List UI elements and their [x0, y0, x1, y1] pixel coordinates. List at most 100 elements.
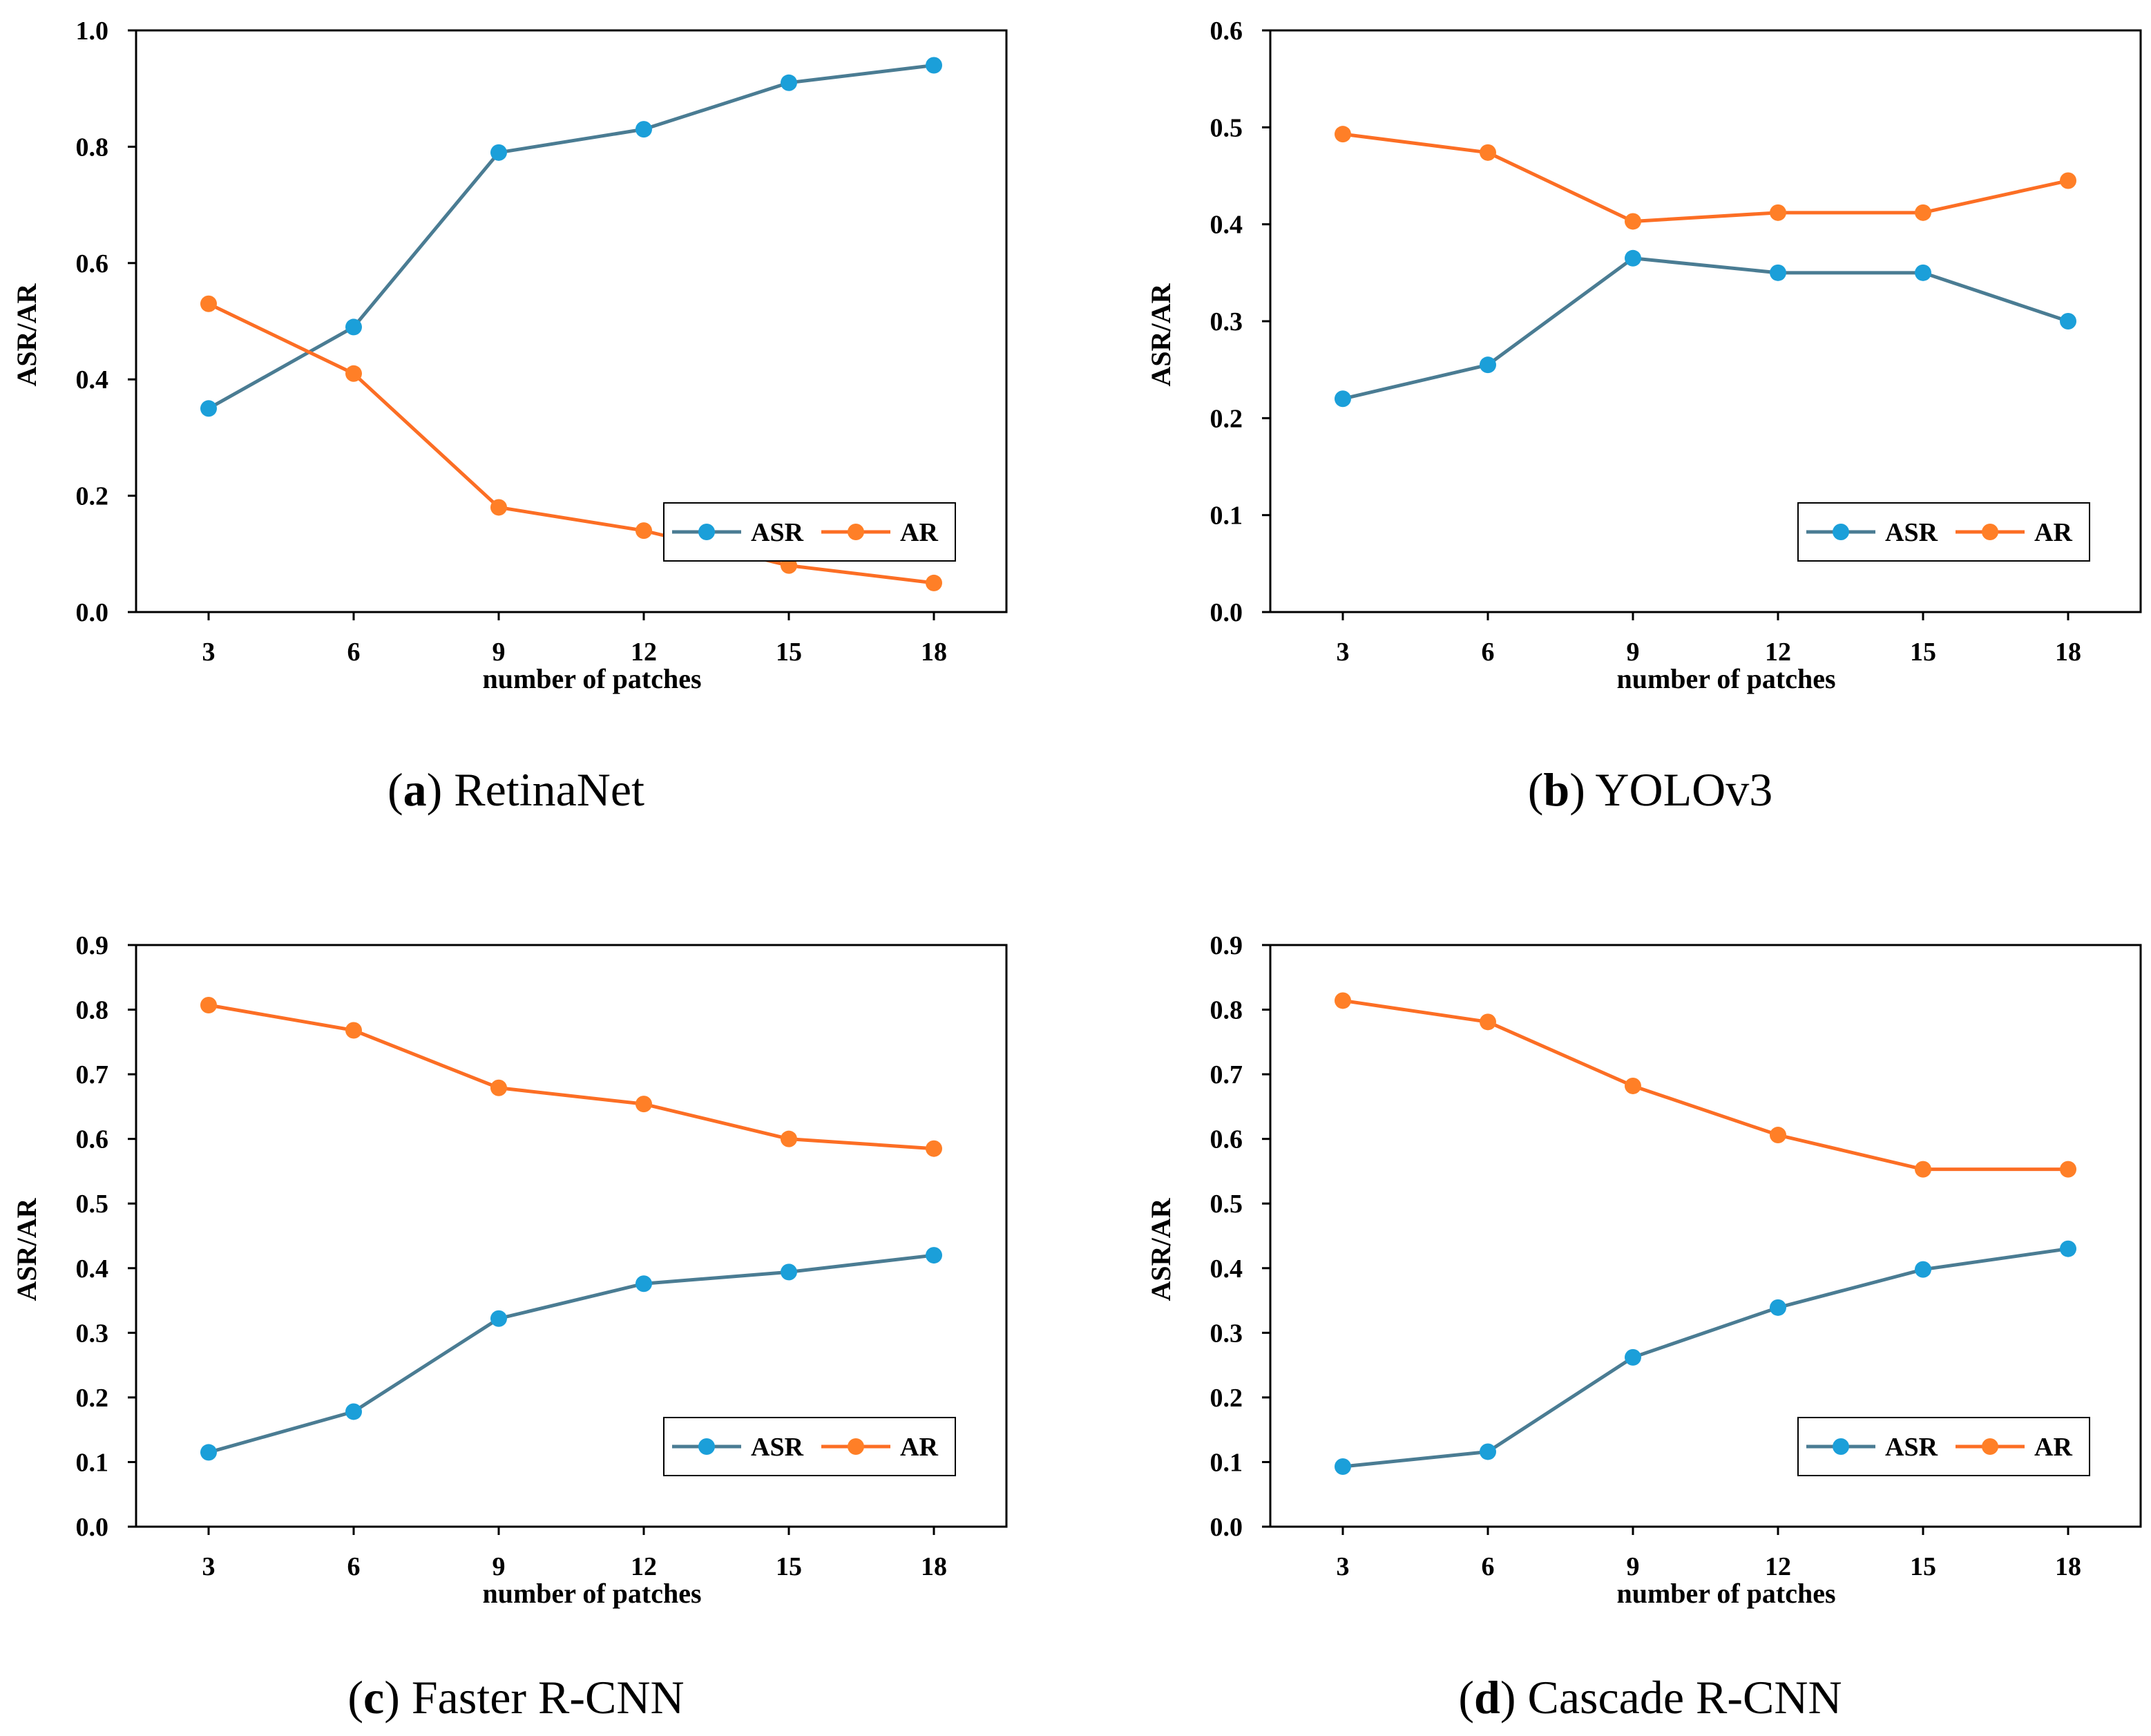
series-line-ar [207, 302, 935, 585]
x-tick-label: 12 [631, 638, 657, 667]
x-tick-label: 9 [493, 1552, 506, 1581]
data-point-ar [926, 574, 942, 591]
data-point-asr [490, 144, 507, 161]
legend-marker-asr [698, 1438, 715, 1455]
y-tick-label: 0.2 [76, 1384, 109, 1413]
x-tick-label: 12 [1765, 1552, 1791, 1581]
y-tick-label: 0.3 [1210, 307, 1243, 336]
y-tick-label: 0.0 [76, 598, 109, 627]
legend: ASR AR [663, 502, 956, 562]
data-point-asr [1625, 1348, 1641, 1366]
y-tick-label: 0.0 [76, 1513, 109, 1542]
data-point-asr [635, 1275, 652, 1293]
x-tick-label: 9 [493, 638, 506, 667]
legend-label-ar: AR [2034, 518, 2072, 547]
data-point-asr [1915, 264, 1931, 281]
y-tick-label: 0.5 [1210, 1190, 1243, 1219]
data-point-ar [1480, 144, 1496, 161]
x-tick-label: 15 [776, 638, 802, 667]
x-tick-label: 12 [631, 1552, 657, 1581]
y-tick-label: 0.8 [76, 996, 109, 1025]
x-tick-label: 3 [202, 1552, 216, 1581]
x-tick-label: 6 [1482, 638, 1495, 667]
x-tick-label: 15 [776, 1552, 802, 1581]
x-axis-title: number of patches [1616, 663, 1835, 694]
y-tick-label: 0.6 [76, 1125, 109, 1154]
chart-1: 0.0 0.2 0.4 0.6 0.8 1.0 3 6 9 12 15 18 number of pat… [11, 17, 1008, 816]
data-point-ar [200, 295, 217, 312]
data-point-ar [1915, 204, 1931, 221]
data-point-asr [2060, 1240, 2076, 1257]
x-tick-label: 12 [1765, 638, 1791, 667]
x-tick-label: 15 [1910, 1552, 1936, 1581]
legend-label-ar: AR [2034, 1433, 2072, 1462]
y-tick-label: 0.8 [1210, 996, 1243, 1025]
legend: ASR AR [1797, 1417, 2090, 1476]
legend-marker-asr [698, 524, 715, 540]
legend-label-asr: ASR [1885, 1433, 1938, 1462]
chart-4: 0.0 0.1 0.2 0.3 0.4 0.5 0.6 0.7 0.8 0.9 3 6 9 12 15 18 n… [1145, 931, 2142, 1724]
data-point-asr [1770, 1299, 1786, 1316]
y-tick-label: 0.0 [1210, 1513, 1243, 1542]
x-axis-title: number of patches [482, 1578, 701, 1609]
x-tick-label: 3 [202, 638, 216, 667]
y-tick-label: 0.2 [1210, 404, 1243, 433]
y-tick-label: 0.4 [76, 365, 109, 394]
chart-3: 0.0 0.1 0.2 0.3 0.4 0.5 0.6 0.7 0.8 0.9 3 6 9 12 15 18 n… [11, 931, 1008, 1724]
data-point-asr [635, 121, 652, 138]
data-point-asr [1335, 1458, 1351, 1475]
data-point-ar [781, 1130, 797, 1147]
y-tick-label: 0.3 [1210, 1319, 1243, 1348]
data-point-asr [200, 400, 217, 417]
y-tick-label: 0.6 [1210, 17, 1243, 46]
x-tick-label: 3 [1337, 1552, 1350, 1581]
legend-marker-asr [1833, 1438, 1849, 1455]
data-point-ar [490, 1079, 507, 1096]
subfigure-caption: (c) Faster R-CNN [347, 1671, 684, 1724]
legend-marker-ar [1982, 1438, 1998, 1455]
data-point-ar [635, 522, 652, 540]
legend-marker-asr [1833, 524, 1849, 540]
x-tick-label: 18 [2055, 1552, 2081, 1581]
legend-label-ar: AR [900, 518, 938, 547]
y-axis-title: ASR/AR [11, 283, 42, 386]
series-line-asr [1342, 1247, 2069, 1469]
legend-label-asr: ASR [751, 518, 804, 547]
legend-marker-ar [1982, 524, 1998, 540]
subfigure-caption: (a) RetinaNet [388, 763, 644, 816]
data-point-ar [926, 1140, 942, 1157]
data-point-asr [345, 1403, 362, 1420]
data-point-ar [345, 365, 362, 382]
y-tick-label: 1.0 [76, 17, 109, 46]
data-point-ar [1335, 992, 1351, 1009]
data-point-asr [781, 1263, 797, 1281]
data-point-asr [200, 1444, 217, 1461]
y-tick-label: 0.3 [76, 1319, 109, 1348]
data-point-ar [200, 997, 217, 1014]
data-point-ar [1625, 213, 1641, 230]
x-axis-title: number of patches [1616, 1578, 1835, 1609]
y-axis-title: ASR/AR [1145, 1197, 1176, 1301]
y-tick-label: 0.9 [76, 931, 109, 960]
data-point-ar [2060, 1161, 2076, 1178]
y-tick-label: 0.7 [76, 1060, 109, 1089]
data-point-ar [1335, 126, 1351, 143]
data-point-asr [490, 1310, 507, 1327]
legend-marker-ar [848, 1438, 864, 1455]
plot-frame [135, 29, 1008, 613]
data-point-asr [781, 74, 797, 91]
y-tick-label: 0.7 [1210, 1060, 1243, 1089]
data-point-ar [1770, 204, 1786, 221]
legend: ASR AR [1797, 502, 2090, 562]
plot-frame [1269, 944, 2142, 1528]
data-point-ar [635, 1096, 652, 1113]
data-point-asr [1625, 249, 1641, 267]
x-tick-label: 3 [1337, 638, 1350, 667]
y-tick-label: 0.1 [1210, 502, 1243, 531]
y-tick-label: 0.2 [1210, 1384, 1243, 1413]
y-tick-label: 0.4 [1210, 1255, 1243, 1284]
series-line-ar [1342, 998, 2068, 1172]
y-tick-label: 0.6 [76, 249, 109, 278]
data-point-asr [1770, 264, 1786, 281]
